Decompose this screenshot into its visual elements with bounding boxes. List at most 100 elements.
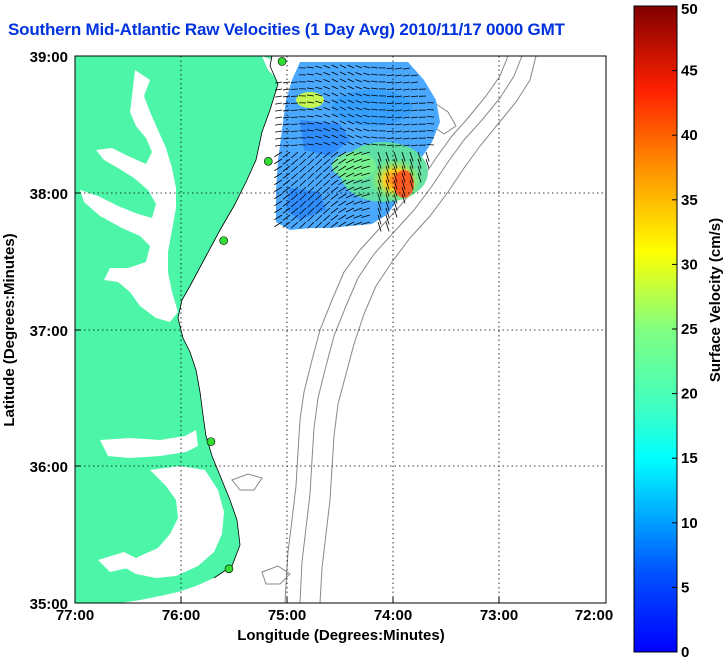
y-axis-label: Latitude (Degrees:Minutes) [1, 233, 18, 426]
velocity-arrow [323, 135, 331, 139]
delaware-bay [262, 56, 284, 78]
velocity-arrow [339, 134, 347, 139]
velocity-arrow [347, 99, 355, 104]
colorbar-tick-label: 35 [681, 192, 698, 209]
velocity-arrow [339, 106, 347, 111]
velocity-arrow [338, 200, 347, 207]
velocity-arrow [282, 165, 291, 172]
velocity-arrow [347, 78, 355, 83]
x-tick-label: 74:00 [374, 607, 412, 624]
velocity-arrow [323, 65, 331, 69]
colorbar-ticks: 0 5 10 15 20 25 30 35 40 45 50 [672, 1, 698, 659]
velocity-arrow [345, 207, 355, 213]
pamlico-river [98, 552, 140, 572]
velocity-arrow [385, 207, 390, 218]
colorbar: 0 5 10 15 20 25 30 35 40 45 50 Surface Velocity (c… [633, 1, 724, 659]
velocity-arrow [282, 179, 291, 186]
x-tick-label: 75:00 [268, 607, 306, 624]
velocity-arrow [315, 107, 323, 111]
velocity-arrow [377, 172, 382, 183]
velocity-arrow [363, 135, 371, 139]
velocity-arrow [371, 136, 379, 139]
colorbar-label: Surface Velocity (cm/s) [707, 218, 724, 382]
velocity-arrow [393, 179, 398, 190]
velocity-arrow [411, 102, 419, 105]
velocity-arrow [339, 78, 347, 83]
colorbar-tick-label: 40 [681, 127, 698, 144]
velocity-arrow [385, 151, 390, 162]
velocity-arrow [345, 151, 355, 157]
velocity-arrow [338, 179, 347, 186]
velocity-arrow [307, 214, 315, 222]
velocity-arrow [425, 158, 430, 169]
velocity-arrow [386, 144, 395, 146]
velocity-arrow [323, 121, 331, 125]
velocity-arrow [371, 122, 379, 125]
velocity-arrow [331, 92, 339, 97]
barrier-islands [177, 56, 279, 579]
velocity-arrow [361, 158, 371, 162]
velocity-arrow [290, 207, 299, 215]
velocity-arrow [307, 66, 315, 69]
velocity-arrow [274, 214, 283, 221]
velocity-arrow [385, 221, 390, 232]
velocity-arrow [299, 214, 307, 222]
velocity-arrow [363, 128, 371, 132]
velocity-arrow [338, 158, 347, 165]
velocity-arrow [403, 74, 411, 77]
velocity-arrow [331, 99, 339, 104]
velocity-arrow [355, 107, 363, 111]
velocity-arrow [353, 172, 363, 177]
velocity-arrow [386, 116, 395, 118]
velocity-arrow [299, 172, 307, 180]
velocity-arrow [330, 193, 339, 200]
velocity-arrow [377, 193, 382, 204]
velocity-arrow [411, 109, 419, 112]
grid-lines [75, 56, 606, 603]
velocity-arrow [403, 116, 411, 119]
velocity-arrow [393, 200, 398, 211]
velocity-arrow [331, 120, 339, 125]
velocity-arrow [353, 207, 363, 212]
velocity-arrow [275, 109, 283, 112]
velocity-arrow [290, 214, 299, 222]
velocity-arrow [403, 95, 411, 98]
velocity-arrow [347, 120, 355, 125]
velocity-arrow [323, 142, 331, 146]
velocity-arrow [330, 165, 339, 172]
velocity-arrow [282, 151, 291, 158]
velocity-arrow [347, 85, 355, 90]
velocity-arrow [385, 165, 390, 176]
velocity-arrow [274, 151, 283, 158]
velocity-arrow [274, 221, 283, 228]
velocity-arrow [275, 144, 283, 147]
velocity-arrow [283, 116, 291, 119]
velocity-arrow [371, 94, 379, 97]
velocity-arrow [417, 172, 422, 183]
velocity-arrow [290, 186, 299, 194]
velocity-arrow [395, 144, 403, 147]
velocity-arrow [315, 121, 323, 125]
velocity-arrow [315, 93, 323, 97]
velocity-arrow [411, 130, 419, 133]
velocity-arrow [322, 214, 331, 222]
velocity-arrow [282, 193, 291, 200]
velocity-arrow [385, 193, 390, 204]
radar-station-marker [219, 236, 228, 245]
velocity-arrow [371, 80, 379, 83]
velocity-arrow [299, 193, 307, 201]
velocity-arrow [401, 179, 406, 190]
colorbar-tick-label: 25 [681, 321, 698, 338]
y-tick-label: 36:00 [30, 459, 68, 476]
velocity-arrow [322, 172, 331, 180]
velocity-arrow [330, 151, 339, 158]
velocity-arrow [275, 102, 283, 105]
velocity-arrow [307, 158, 315, 166]
velocity-arrow [331, 85, 339, 90]
velocity-arrow [274, 186, 283, 193]
radar-station-marker [206, 437, 216, 446]
velocity-arrow [355, 114, 363, 118]
velocity-arrow [338, 214, 347, 221]
velocity-arrow [403, 102, 411, 105]
